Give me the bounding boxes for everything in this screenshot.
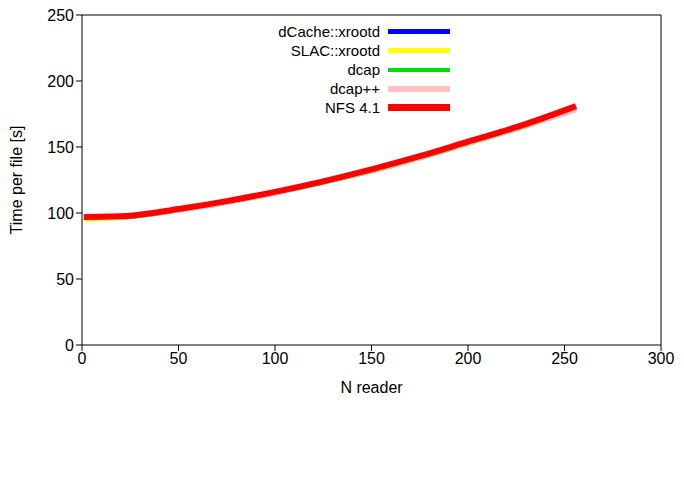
html-text:SLAC::xrootd: SLAC::xrootd [290,42,380,59]
svg-text:150: 150 [358,350,385,367]
html-text:dcap++: dcap++ [330,80,380,97]
svg-text:250: 250 [47,7,74,24]
svg-text:200: 200 [47,73,74,90]
svg-text:50: 50 [56,271,74,288]
svg-text:Time per file [s]: Time per file [s] [8,126,25,235]
html-text:dCache::xrootd: dCache::xrootd [278,23,380,40]
svg-text:250: 250 [551,350,578,367]
svg-text:150: 150 [47,139,74,156]
svg-text:300: 300 [648,350,675,367]
html-text:dcap: dcap [347,61,380,78]
svg-text:50: 50 [170,350,188,367]
svg-text:100: 100 [262,350,289,367]
svg-text:0: 0 [65,337,74,354]
svg-text:0: 0 [78,350,87,367]
svg-text:200: 200 [455,350,482,367]
svg-text:100: 100 [47,205,74,222]
svg-text:N reader: N reader [340,379,403,396]
html-text:NFS 4.1: NFS 4.1 [325,99,380,116]
